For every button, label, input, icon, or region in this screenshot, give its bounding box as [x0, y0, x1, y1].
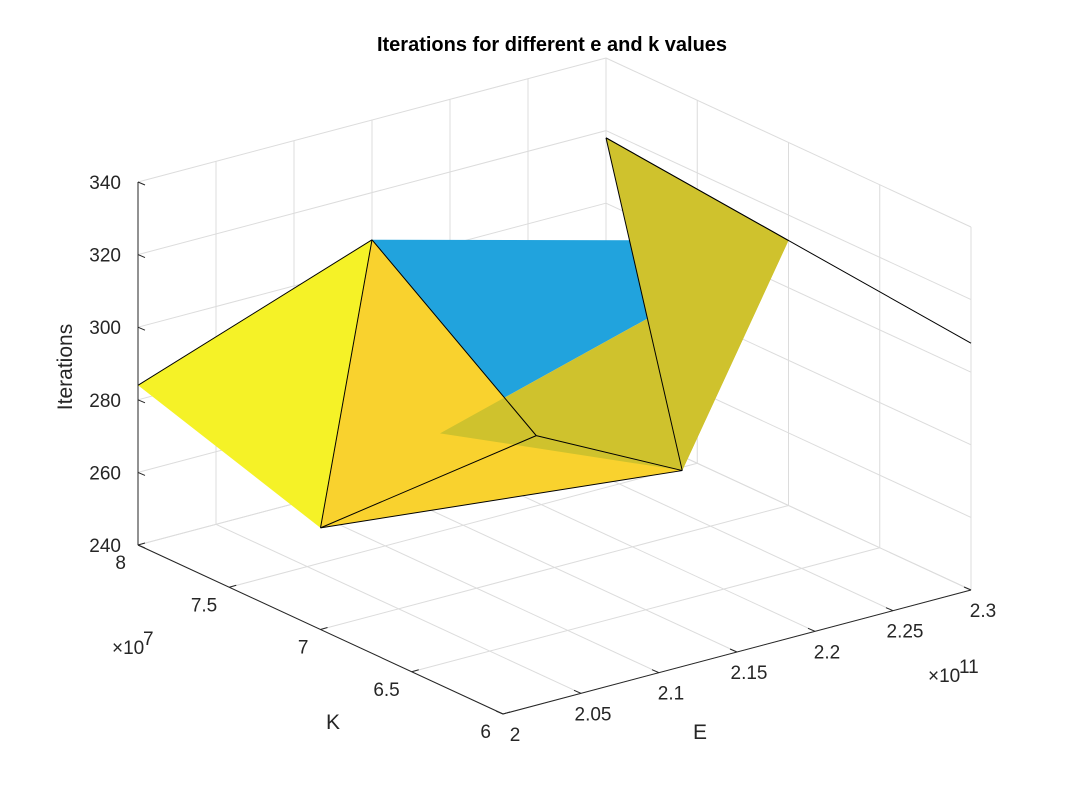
x-axis-multiplier: ×10 11: [928, 657, 979, 687]
x-tick-label-6: 2.3: [970, 601, 996, 622]
x-tick-label-0: 2: [510, 725, 521, 746]
surface-edge-5: [320, 470, 683, 529]
y-multiplier-exponent: 7: [143, 629, 154, 650]
x-multiplier-exponent: 11: [959, 657, 979, 678]
y-tick-label-4: 8: [115, 553, 126, 574]
z-tick-mark-2: [137, 399, 146, 404]
y-tick-label-0: 6: [480, 722, 491, 743]
y-tick-mark-4: [137, 542, 146, 546]
surface: [137, 137, 972, 529]
surface-face-0: [138, 239, 372, 528]
surface-face-5: [606, 137, 789, 471]
y-tick-mark-0: [502, 711, 511, 715]
y-multiplier-base: ×10: [112, 638, 144, 659]
surface-edge-1: [320, 239, 373, 528]
x-multiplier-base: ×10: [928, 666, 960, 687]
z-tick-mark-0: [137, 544, 146, 549]
y-axis-multiplier: ×10 7: [112, 629, 154, 659]
x-tick-label-1: 2.05: [575, 704, 612, 725]
z-tick-label-3: 300: [89, 318, 121, 339]
chart-title: Iterations for different e and k values: [377, 34, 727, 56]
gridline-sidewall-z-4: [605, 130, 972, 301]
y-tick-label-1: 6.5: [373, 680, 399, 701]
gridline-backwall-z-4: [137, 130, 607, 256]
z-axis-label: Iterations: [54, 324, 77, 410]
y-tick-mark-3: [229, 584, 237, 588]
z-tick-mark-1: [137, 471, 146, 476]
z-tick-label-1: 260: [89, 463, 121, 484]
z-tick-mark-4: [137, 254, 146, 259]
x-tick-label-4: 2.2: [814, 642, 840, 663]
x-tick-mark-0: [495, 710, 504, 715]
y-tick-mark-2: [320, 627, 328, 630]
surface-face-2: [320, 239, 537, 528]
gridline-floor-k-3: [229, 462, 698, 588]
x-tick-mark-5: [885, 607, 894, 612]
z-tick-label-5: 340: [89, 173, 121, 194]
gridline-floor-k-2: [320, 505, 789, 630]
axes: [137, 181, 972, 715]
surface-edge-7: [605, 137, 683, 471]
surface-edge-8: [605, 137, 972, 344]
z-tick-label-2: 280: [89, 391, 121, 412]
x-tick-mark-4: [807, 627, 816, 632]
gridline-backwall-z-5: [137, 57, 607, 183]
y-tick-mark-1: [411, 669, 419, 673]
y-tick-label-2: 7: [298, 638, 309, 659]
x-tick-mark-1: [573, 689, 582, 694]
y-axis-label: K: [326, 711, 340, 734]
surface-edge-2: [371, 239, 537, 436]
z-tick-label-4: 320: [89, 246, 121, 267]
y-tick-label-3: 7.5: [191, 595, 217, 616]
x-tick-mark-6: [963, 586, 972, 591]
x-axis-label: E: [693, 721, 707, 744]
surface-edge-0: [137, 239, 373, 386]
x-tick-mark-2: [651, 669, 660, 674]
x-tick-label-5: 2.25: [887, 622, 924, 643]
x-tick-label-2: 2.1: [658, 684, 684, 705]
surface-edge-3: [320, 435, 537, 529]
x-tick-label-3: 2.15: [731, 663, 768, 684]
z-tick-mark-3: [137, 326, 146, 331]
x-tick-mark-3: [729, 648, 738, 653]
surface-edge-4: [536, 435, 683, 472]
z-tick-mark-5: [137, 181, 146, 186]
surface-face-3: [320, 435, 683, 528]
gridline-floor-k-1: [411, 547, 880, 673]
gridline-sidewall-z-5: [605, 57, 972, 228]
z-tick-label-0: 240: [89, 536, 121, 557]
